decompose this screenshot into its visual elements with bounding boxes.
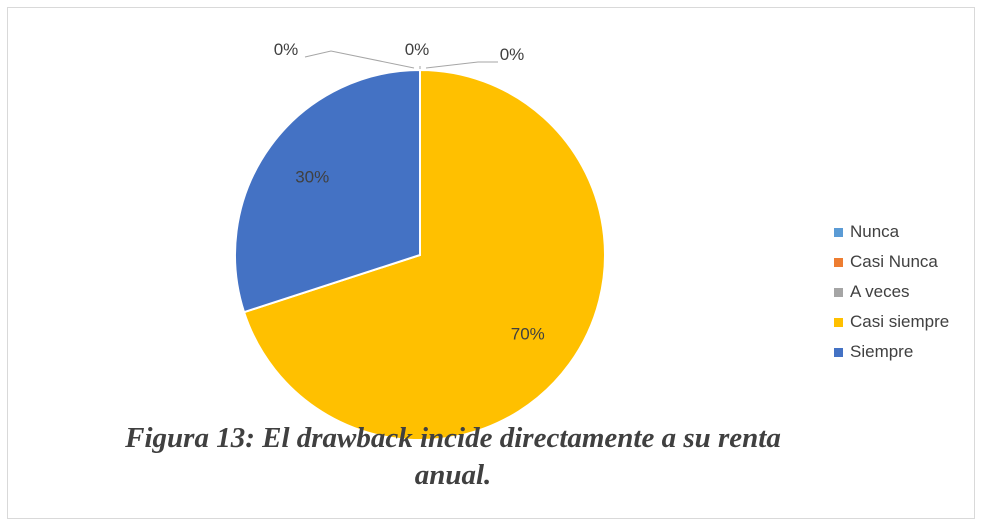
legend-swatch (834, 257, 843, 267)
legend-label: A veces (850, 282, 910, 301)
legend-item-casi-siempre: Casi siempre (834, 307, 949, 337)
pie-slice-siempre (234, 68, 421, 314)
legend-swatch (834, 287, 843, 297)
legend-swatch (834, 317, 843, 327)
figure-caption: Figura 13: El drawback incide directamen… (125, 422, 781, 491)
data-label-nunca: 0% (274, 40, 299, 59)
data-label-a-veces: 0% (500, 45, 525, 64)
pie-slice-casi-siempre (242, 68, 606, 441)
legend-swatch (834, 227, 843, 237)
chart-frame (7, 7, 975, 519)
data-label-casi-nunca: 0% (405, 40, 430, 59)
legend-item-nunca: Nunca (834, 217, 949, 247)
leader-line-nunca (304, 50, 415, 69)
legend-item-a-veces: A veces (834, 277, 949, 307)
legend: Nunca Casi Nunca A veces Casi siempre Siempr… (834, 217, 949, 367)
legend-label: Casi siempre (850, 312, 950, 331)
legend-label: Siempre (850, 342, 914, 361)
legend-item-siempre: Siempre (834, 337, 949, 367)
leader-line-a-veces (425, 61, 498, 69)
legend-label: Nunca (850, 222, 900, 241)
legend-swatch (834, 347, 843, 357)
data-label-siempre: 30% (295, 168, 329, 187)
legend-item-casi-nunca: Casi Nunca (834, 247, 949, 277)
data-label-casi-siempre: 70% (511, 324, 545, 343)
legend-label: Casi Nunca (850, 252, 938, 271)
